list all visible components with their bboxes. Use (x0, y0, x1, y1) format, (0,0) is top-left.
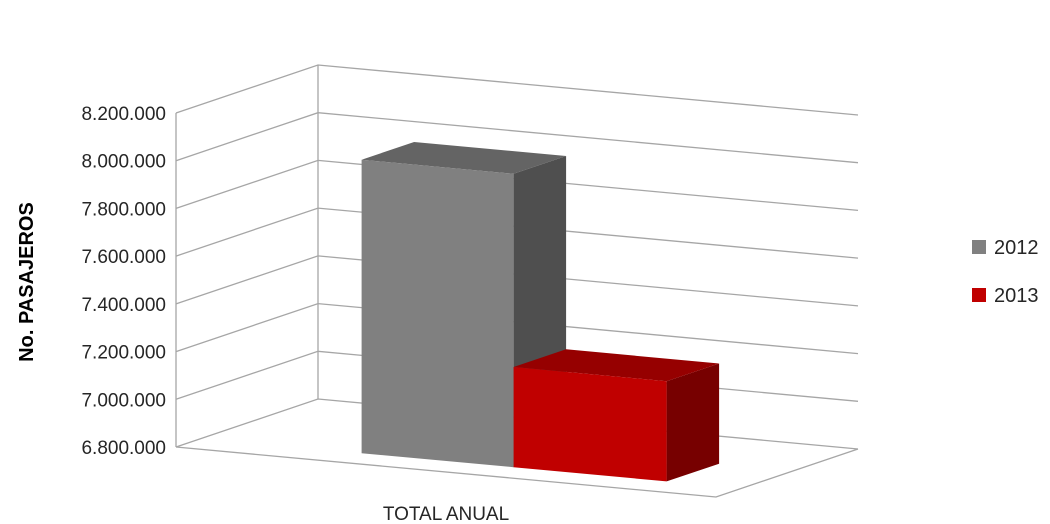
x-axis-categories: TOTAL ANUAL (383, 504, 509, 524)
y-tick-label: 6.800.000 (81, 438, 166, 459)
gridline (175, 64, 859, 116)
legend-label-2013: 2013 (994, 285, 1039, 307)
bar-front (361, 159, 514, 468)
y-tick-label: 7.800.000 (81, 199, 166, 220)
y-tick-label: 7.600.000 (81, 247, 166, 268)
bar-top (513, 349, 720, 382)
bar-side (666, 363, 720, 482)
gridlines (175, 64, 859, 498)
floor-edge (175, 446, 859, 498)
y-axis-ticks: 6.800.000 7.000.000 7.200.000 7.400.000 7.60… (81, 104, 166, 459)
bar-front (513, 367, 667, 482)
y-tick-label: 7.000.000 (81, 390, 166, 411)
x-category-label: TOTAL ANUAL (383, 504, 509, 524)
bar-top (361, 142, 567, 174)
y-tick-label: 7.200.000 (81, 343, 166, 364)
bars (361, 142, 720, 482)
legend-label-2012: 2012 (994, 237, 1039, 259)
legend-swatch-2012 (972, 240, 986, 254)
y-tick-label: 7.400.000 (81, 295, 166, 316)
y-tick-label: 8.200.000 (81, 104, 166, 125)
legend-swatch-2013 (972, 288, 986, 302)
legend: 2012 2013 (972, 237, 1039, 307)
bar-2013 (513, 349, 720, 482)
y-axis-label: No. PASAJEROS (16, 202, 38, 362)
y-tick-label: 8.000.000 (81, 152, 166, 173)
